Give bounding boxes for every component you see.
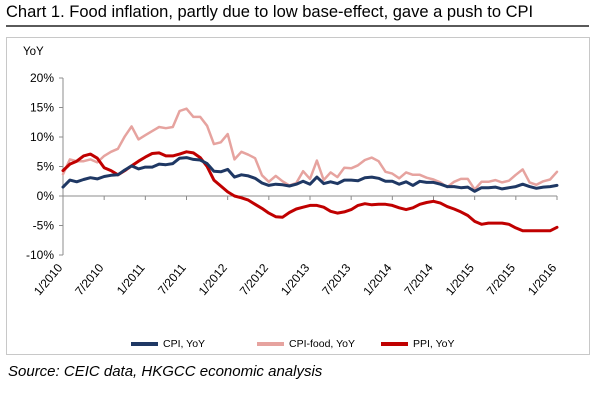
legend-label-cpi: CPI, YoY [163,338,206,350]
chart-title: Chart 1. Food inflation, partly due to l… [6,3,534,21]
chart-frame [6,37,590,355]
legend-label-cpi-food: CPI-food, YoY [289,338,355,350]
legend-label-ppi: PPI, YoY [413,338,455,350]
series-line-ppi [61,150,559,233]
y-tick-label: 15% [30,101,54,115]
x-tick-label: 1/2013 [278,261,313,298]
y-tick-label: 5% [37,160,55,174]
legend-item-cpi-food: CPI-food, YoY [257,337,355,351]
legend-swatch-ppi [381,342,408,346]
x-tick-label: 1/2014 [360,261,395,298]
legend-item-ppi: PPI, YoY [381,337,454,351]
y-tick-label: -5% [33,219,55,233]
x-tick-label: 7/2012 [237,261,272,298]
source-note: Source: CEIC data, HKGCC economic analys… [8,363,323,380]
x-tick-label: 1/2015 [443,261,478,298]
x-tick-label: 1/2011 [114,261,148,298]
x-tick-label: 7/2014 [401,261,436,298]
legend-swatch-cpi-food [257,342,284,346]
series-line-cpi [61,156,559,193]
y-tick-label: 10% [30,130,54,144]
y-tick-label: -10% [26,248,54,262]
legend-item-cpi: CPI, YoY [131,337,205,351]
y-axis: 20% 15% 10% 5% 0% -5% -10% [26,71,64,262]
y-axis-unit-label: YoY [23,46,44,58]
legend-swatch-cpi [131,342,158,346]
x-tick-label: 1/2012 [196,261,231,298]
x-tick-label: 1/2016 [525,261,560,298]
x-tick-label: 7/2010 [72,261,107,298]
x-axis: 1/2010 7/2010 1/2011 7/2011 1/2012 7/2012 1/20… [31,195,560,298]
y-tick-label: 20% [30,71,54,85]
series-line-cpi-food [61,107,559,191]
x-tick-label: 1/2010 [31,261,66,298]
y-tick-label: 0% [37,189,55,203]
x-tick-label: 7/2011 [155,261,189,298]
series-lines [61,107,559,233]
x-tick-label: 7/2013 [319,261,354,298]
title-underline [6,25,589,27]
x-tick-label: 7/2015 [484,261,519,298]
